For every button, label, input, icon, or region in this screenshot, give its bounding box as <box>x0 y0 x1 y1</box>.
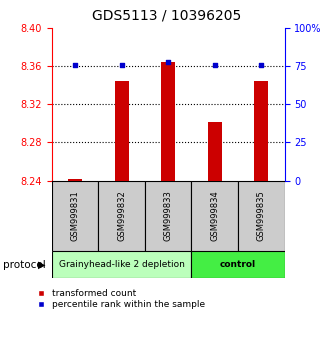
Bar <box>208 121 222 181</box>
Bar <box>254 81 268 181</box>
Text: GSM999832: GSM999832 <box>117 190 126 241</box>
Text: GSM999834: GSM999834 <box>210 190 219 241</box>
Point <box>119 62 124 68</box>
Bar <box>98 181 145 251</box>
Bar <box>191 251 285 278</box>
Bar <box>52 251 191 278</box>
Bar <box>161 62 175 181</box>
Bar <box>68 179 82 181</box>
Text: Grainyhead-like 2 depletion: Grainyhead-like 2 depletion <box>59 260 184 269</box>
Text: protocol: protocol <box>3 259 46 270</box>
Point <box>166 59 171 65</box>
Text: GDS5113 / 10396205: GDS5113 / 10396205 <box>92 9 241 23</box>
Bar <box>191 181 238 251</box>
Text: control: control <box>220 260 256 269</box>
Point <box>72 62 78 68</box>
Bar <box>238 181 285 251</box>
Legend: transformed count, percentile rank within the sample: transformed count, percentile rank withi… <box>38 290 205 309</box>
Bar <box>115 81 129 181</box>
Text: GSM999833: GSM999833 <box>164 190 173 241</box>
Text: GSM999831: GSM999831 <box>70 190 80 241</box>
Point <box>259 62 264 68</box>
Bar <box>145 181 191 251</box>
Text: ▶: ▶ <box>38 259 46 270</box>
Bar <box>52 181 98 251</box>
Point <box>212 62 217 68</box>
Text: GSM999835: GSM999835 <box>257 190 266 241</box>
